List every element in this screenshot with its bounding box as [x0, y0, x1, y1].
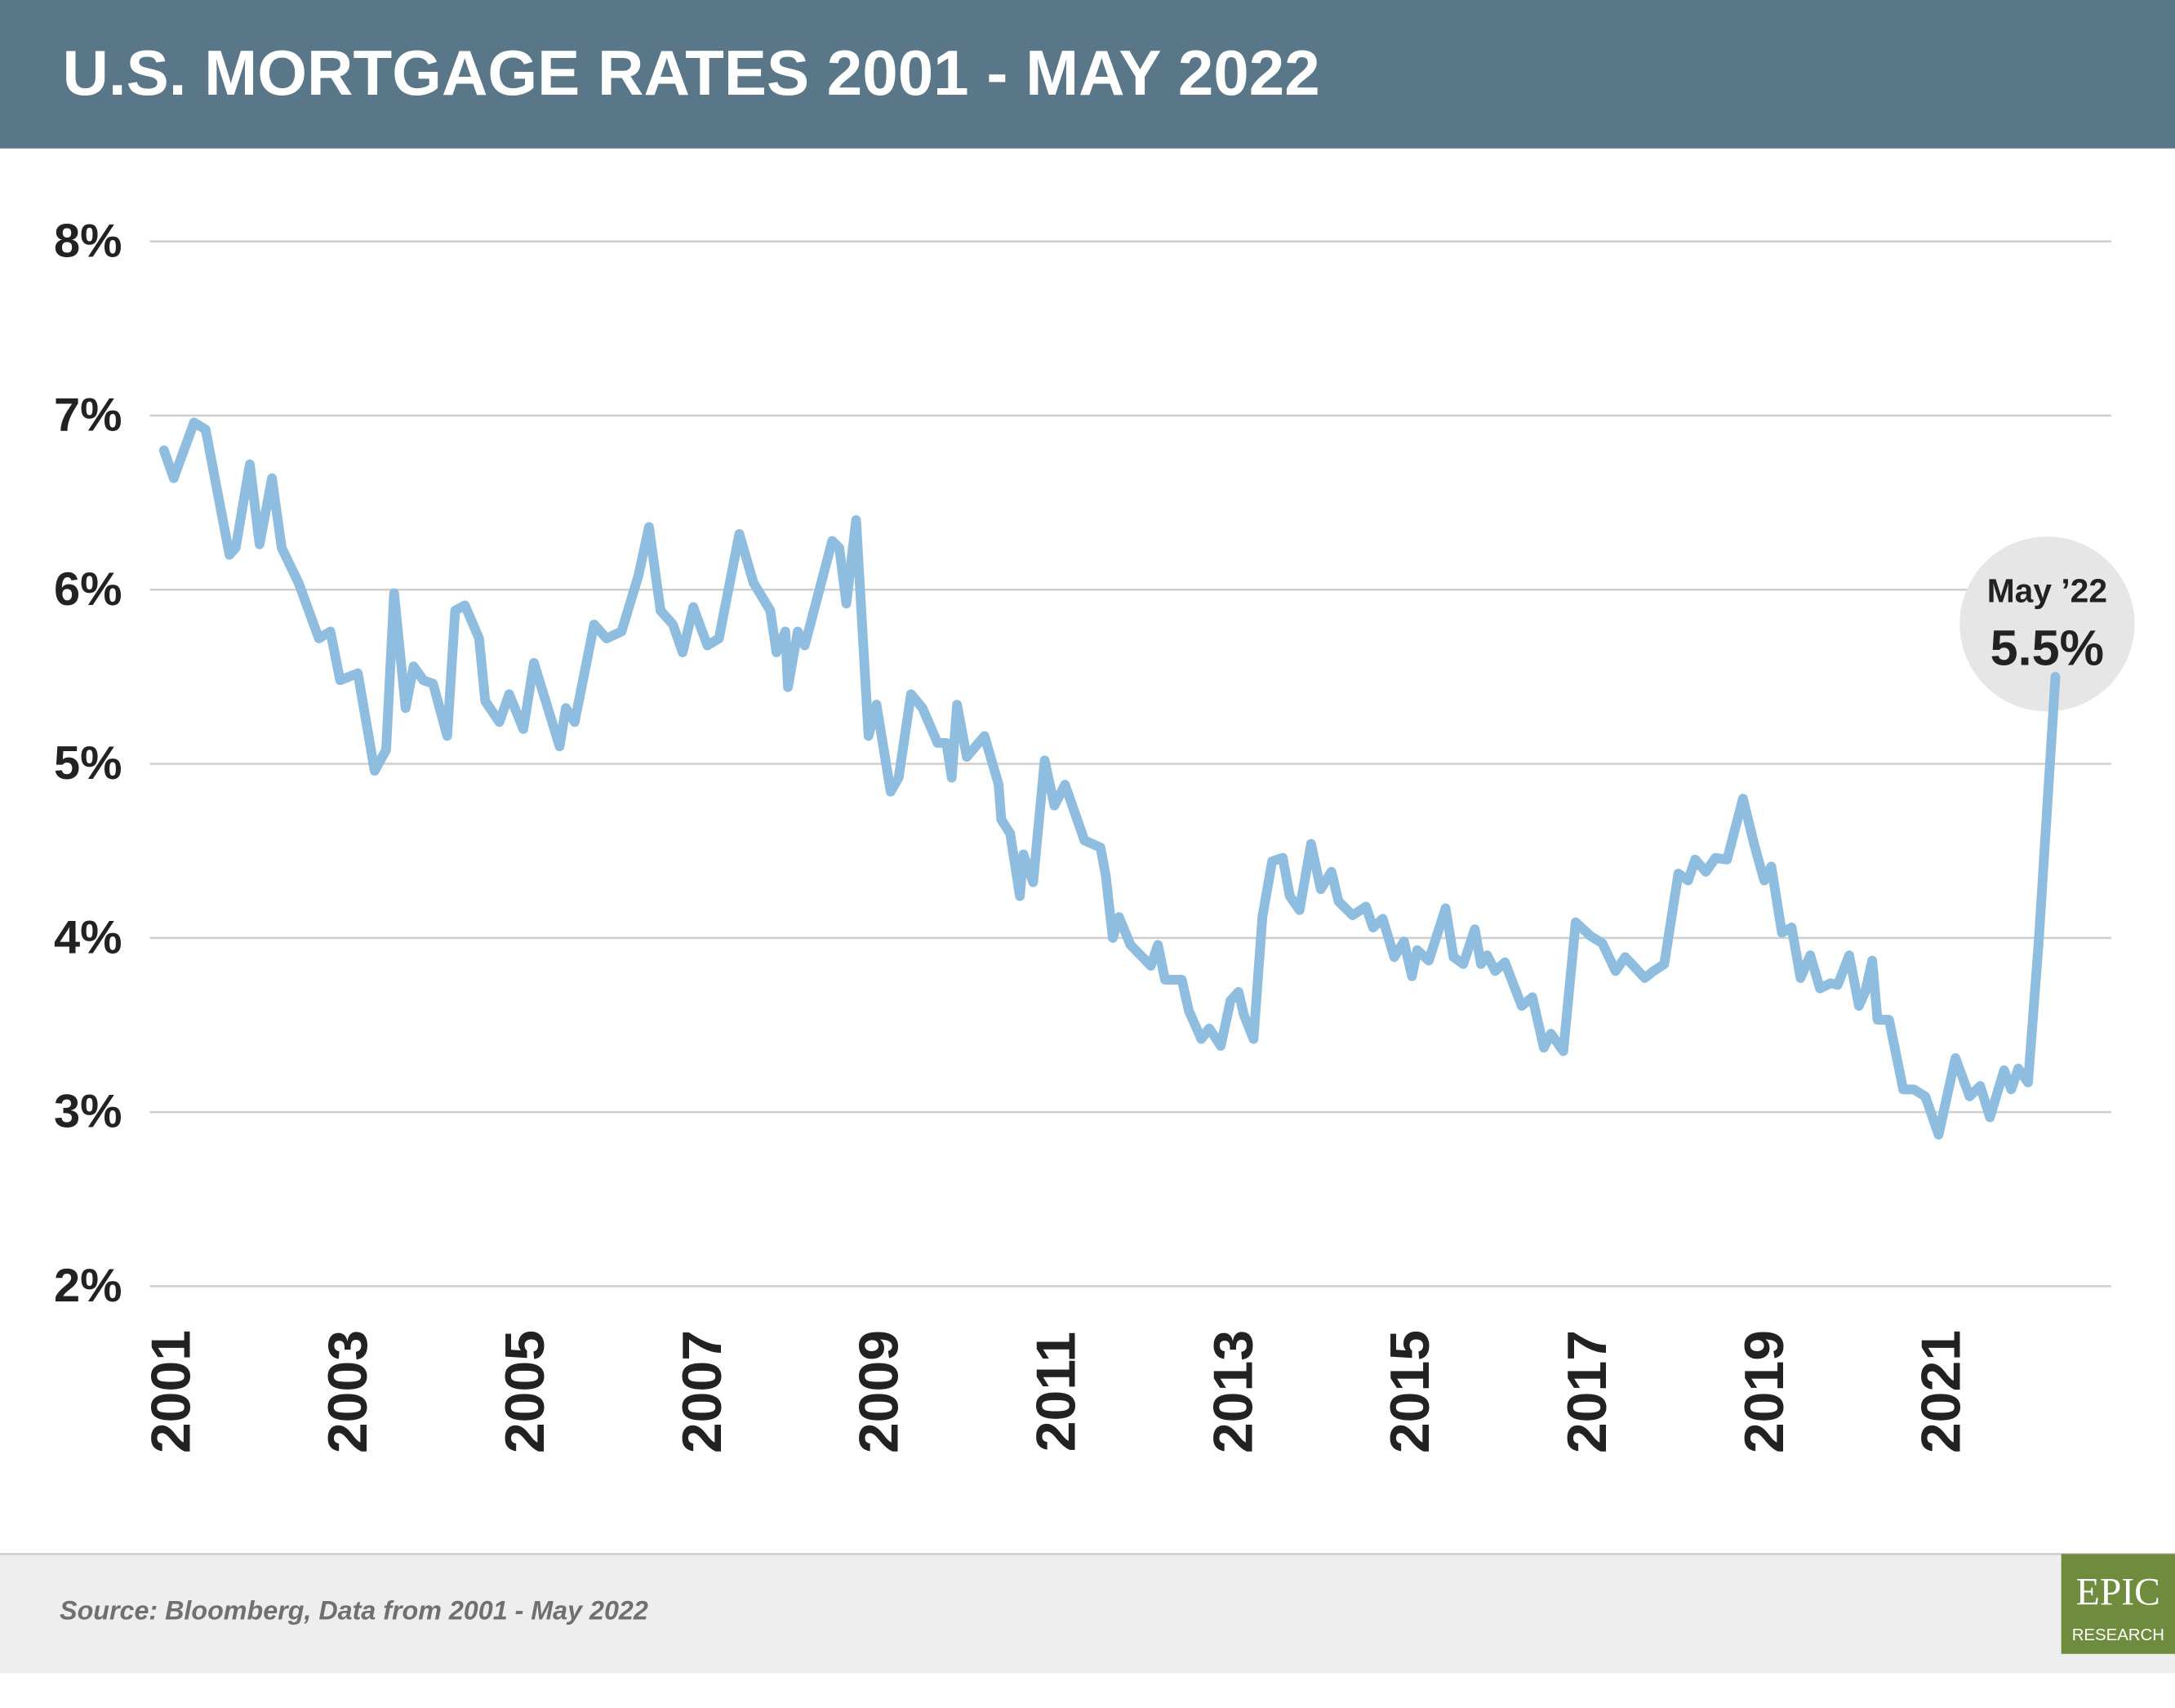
y-tick-label: 6%: [54, 563, 122, 616]
annotation-bubble: [1959, 536, 2135, 712]
x-tick-label: 2019: [1733, 1330, 1795, 1453]
plot-area: 2% 3% 4% 5% 6% 7% 8% 2001 2003 2005 2007 2009 2011 20…: [54, 215, 2135, 1453]
y-tick-label: 4%: [54, 911, 122, 963]
logo-box: [2061, 1554, 2175, 1654]
x-tick-label: 2013: [1202, 1330, 1264, 1453]
x-tick-label: 2005: [494, 1330, 556, 1453]
x-tick-label: 2015: [1379, 1330, 1441, 1453]
x-tick-label: 2001: [140, 1330, 202, 1453]
y-tick-label: 5%: [54, 737, 122, 790]
x-tick-label: 2003: [317, 1330, 379, 1453]
y-tick-label: 2%: [54, 1260, 122, 1312]
annotation-date: May ’22: [1987, 572, 2107, 610]
source-note: Source: Bloomberg, Data from 2001 - May …: [60, 1595, 648, 1625]
annotation-value: 5.5%: [1990, 620, 2104, 675]
y-tick-label: 7%: [54, 389, 122, 442]
footer-band: [0, 1554, 2175, 1674]
logo-bottom: RESEARCH: [2072, 1626, 2164, 1644]
rate-line: [158, 417, 2061, 1140]
y-tick-label: 3%: [54, 1086, 122, 1138]
x-tick-label: 2009: [848, 1330, 910, 1453]
x-tick-label: 2021: [1910, 1330, 1973, 1453]
header-band: [0, 0, 2175, 149]
x-tick-label: 2007: [671, 1330, 733, 1453]
logo-top: EPIC: [2076, 1571, 2160, 1613]
y-tick-label: 8%: [54, 215, 122, 267]
chart-title: U.S. MORTGAGE RATES 2001 - MAY 2022: [62, 37, 1319, 109]
x-tick-label: 2017: [1556, 1330, 1618, 1453]
x-tick-label: 2011: [1025, 1332, 1087, 1452]
